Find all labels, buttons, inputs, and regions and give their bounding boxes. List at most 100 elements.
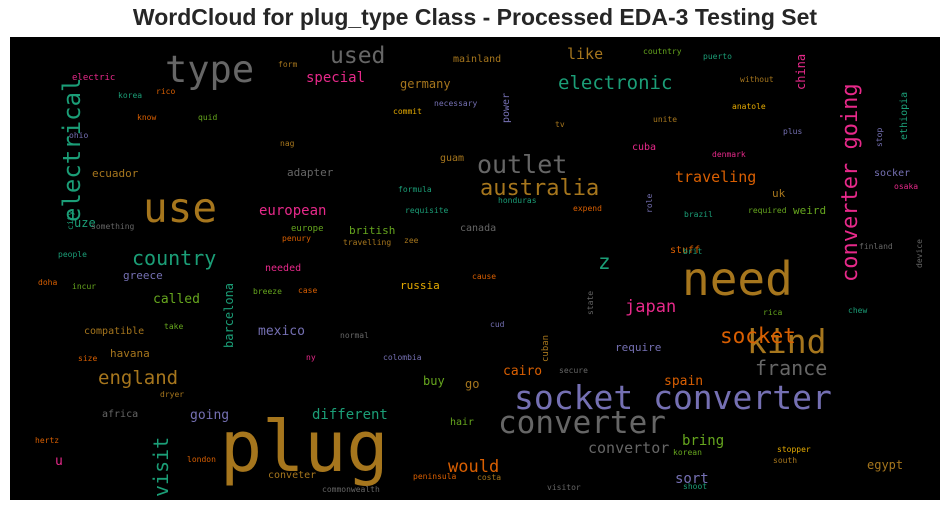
word-electronic: electronic bbox=[558, 72, 672, 94]
word-compatible: compatible bbox=[84, 326, 144, 337]
word-barcelona: barcelona bbox=[222, 283, 236, 348]
word-converter-going: converter going bbox=[838, 83, 863, 282]
word-colombia: colombia bbox=[383, 353, 422, 362]
word-quid: quid bbox=[198, 113, 217, 122]
word-ny: ny bbox=[306, 353, 316, 362]
word-city: city bbox=[66, 211, 75, 230]
word-unite: unite bbox=[653, 115, 677, 124]
word-role: role bbox=[645, 194, 654, 213]
word-requisite: requisite bbox=[405, 206, 449, 215]
word-france: france bbox=[755, 356, 827, 380]
wordcloud-canvas: plug need socket converter use type converter… bbox=[10, 37, 940, 500]
word-outlet: outlet bbox=[477, 150, 567, 179]
word-commonwealth: commonwealth bbox=[322, 485, 380, 494]
word-spain: spain bbox=[664, 374, 703, 389]
word-secure: secure bbox=[559, 366, 588, 375]
word-honduras: honduras bbox=[498, 196, 537, 205]
chart-title: WordCloud for plug_type Class - Processe… bbox=[132, 4, 818, 30]
word-something: something bbox=[91, 222, 135, 231]
word-germany: germany bbox=[400, 77, 451, 91]
word-hertz: hertz bbox=[35, 436, 59, 445]
word-australia: australia bbox=[480, 176, 599, 201]
word-russia: russia bbox=[400, 279, 440, 292]
word-socket-converter: socket converter bbox=[514, 378, 832, 417]
word-peninsula: peninsula bbox=[413, 472, 457, 481]
word-africa: africa bbox=[102, 409, 138, 420]
word-normal: normal bbox=[340, 331, 369, 340]
word-costa: costa bbox=[477, 473, 501, 482]
word-rica: rica bbox=[763, 308, 782, 317]
word-cud: cud bbox=[490, 320, 505, 329]
word-socket: socket bbox=[720, 324, 796, 348]
word-havana: havana bbox=[110, 347, 150, 360]
word-called: called bbox=[153, 292, 200, 307]
word-electrical: electrical bbox=[58, 78, 86, 223]
word-take: take bbox=[164, 322, 183, 331]
word-ethiopia: ethiopia bbox=[899, 92, 910, 140]
word-travelling: travelling bbox=[343, 238, 391, 247]
word-require: require bbox=[615, 341, 661, 354]
word-stuff: stuff bbox=[670, 245, 700, 256]
word-doha: doha bbox=[38, 278, 57, 287]
word-know: know bbox=[137, 113, 156, 122]
word-size: size bbox=[78, 354, 97, 363]
word-formula: formula bbox=[398, 185, 432, 194]
word-cairo: cairo bbox=[503, 364, 542, 379]
word-canada: canada bbox=[460, 223, 496, 234]
word-plug: plug bbox=[220, 406, 389, 488]
word-brit: brit bbox=[683, 247, 702, 256]
word-european: european bbox=[259, 203, 326, 219]
word-needed: needed bbox=[265, 263, 301, 274]
word-u: u bbox=[55, 454, 63, 469]
word-british: british bbox=[349, 224, 395, 237]
word-ecuador: ecuador bbox=[92, 167, 139, 180]
word-brazil: brazil bbox=[684, 210, 713, 219]
word-electric: electric bbox=[72, 73, 115, 83]
word-device: device bbox=[915, 239, 924, 268]
word-nag: nag bbox=[280, 139, 295, 148]
word-korean: korean bbox=[673, 448, 702, 457]
word-power: power bbox=[501, 93, 512, 123]
word-incur: incur bbox=[72, 282, 96, 291]
word-mainland: mainland bbox=[453, 54, 501, 65]
word-form: form bbox=[278, 60, 297, 69]
word-dryer: dryer bbox=[160, 390, 184, 399]
word-adapter: adapter bbox=[287, 166, 334, 179]
word-required: required bbox=[748, 206, 787, 215]
word-would: would bbox=[448, 457, 499, 477]
word-kind: kind bbox=[747, 322, 826, 361]
word-case: case bbox=[298, 286, 317, 295]
word-london: london bbox=[187, 455, 216, 464]
word-ohio: ohio bbox=[69, 131, 88, 140]
word-conveter: conveter bbox=[268, 470, 316, 481]
word-used: used bbox=[330, 43, 385, 69]
word-greece: greece bbox=[123, 269, 163, 282]
word-cause: cause bbox=[472, 272, 496, 281]
word-uze: uze bbox=[74, 216, 96, 230]
word-mexico: mexico bbox=[258, 324, 305, 339]
word-socker: socker bbox=[874, 168, 910, 179]
word-penury: penury bbox=[282, 234, 311, 243]
word-people: people bbox=[58, 250, 87, 259]
word-bring: bring bbox=[682, 433, 724, 449]
word-puerto: puerto bbox=[703, 52, 732, 61]
word-finland: finland bbox=[859, 242, 893, 251]
word-anatole: anatole bbox=[732, 102, 766, 111]
word-uk: uk bbox=[772, 187, 786, 200]
word-without: without bbox=[740, 75, 774, 84]
word-sort: sort bbox=[675, 471, 709, 487]
word-england: england bbox=[98, 367, 178, 389]
word-buy: buy bbox=[423, 374, 445, 388]
word-z: z bbox=[598, 250, 611, 274]
word-country: country bbox=[132, 246, 216, 270]
word-hair: hair bbox=[450, 417, 474, 428]
word-going: going bbox=[190, 408, 229, 423]
word-cuba: cuba bbox=[632, 142, 656, 153]
word-cuban: cuban bbox=[541, 335, 551, 362]
word-visitor: visitor bbox=[547, 483, 581, 492]
word-weird: weird bbox=[793, 204, 826, 217]
word-zee: zee bbox=[404, 236, 419, 245]
word-egypt: egypt bbox=[867, 458, 903, 472]
word-korea: korea bbox=[118, 91, 142, 100]
word-shoot: shoot bbox=[683, 482, 707, 491]
